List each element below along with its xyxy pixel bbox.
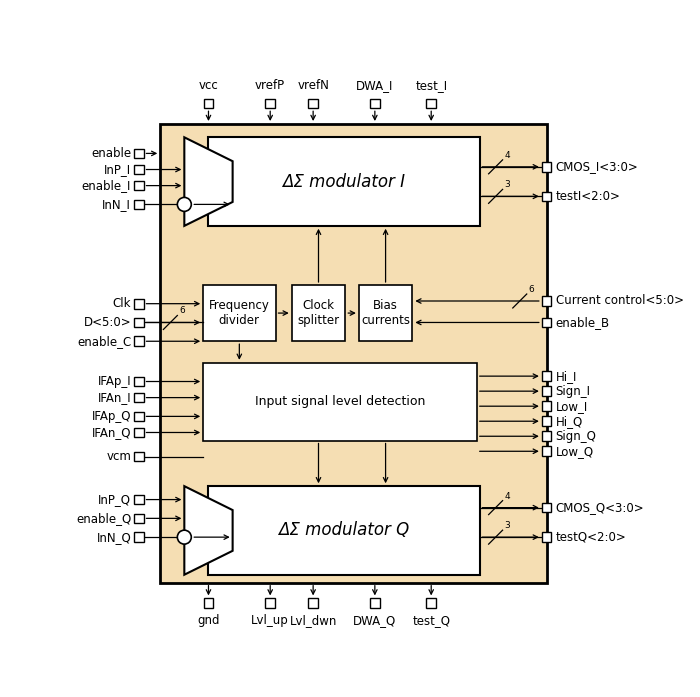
Text: IFAn_Q: IFAn_Q <box>92 426 131 439</box>
Text: DWA_Q: DWA_Q <box>354 615 396 627</box>
Text: Frequency
divider: Frequency divider <box>209 299 270 327</box>
Text: Low_Q: Low_Q <box>556 445 594 458</box>
Text: Lvl_dwn: Lvl_dwn <box>289 615 337 627</box>
Text: enable_C: enable_C <box>77 335 131 348</box>
Bar <box>542 431 552 441</box>
Bar <box>542 372 552 381</box>
Text: Input signal level detection: Input signal level detection <box>255 395 425 408</box>
Text: IFAp_Q: IFAp_Q <box>92 410 131 423</box>
Text: gnd: gnd <box>197 615 220 627</box>
Bar <box>134 181 143 190</box>
Bar <box>134 514 143 523</box>
Bar <box>134 411 143 421</box>
Bar <box>204 99 214 108</box>
Bar <box>426 598 436 608</box>
Bar <box>370 99 379 108</box>
Circle shape <box>177 530 191 544</box>
Text: enable_B: enable_B <box>556 316 610 329</box>
Bar <box>209 487 480 575</box>
Polygon shape <box>184 137 232 226</box>
Bar <box>134 318 143 328</box>
Circle shape <box>177 197 191 211</box>
Bar <box>542 162 552 171</box>
Text: CMOS_I<3:0>: CMOS_I<3:0> <box>556 160 638 174</box>
Text: vcm: vcm <box>106 450 131 463</box>
Bar <box>542 447 552 456</box>
Text: D<5:0>: D<5:0> <box>83 316 131 329</box>
Text: Hi_I: Hi_I <box>556 369 577 383</box>
Polygon shape <box>184 487 232 575</box>
Bar <box>134 148 143 158</box>
Bar <box>134 452 143 461</box>
Bar <box>542 296 552 306</box>
Text: enable_I: enable_I <box>82 179 131 192</box>
Bar <box>359 285 412 342</box>
Text: ΔΣ modulator Q: ΔΣ modulator Q <box>278 521 410 539</box>
Text: 3: 3 <box>504 181 510 190</box>
Text: Bias
currents: Bias currents <box>361 299 410 327</box>
Bar <box>160 124 547 583</box>
Text: ΔΣ modulator I: ΔΣ modulator I <box>282 173 405 190</box>
Text: Hi_Q: Hi_Q <box>556 415 583 428</box>
Bar <box>209 137 480 226</box>
Text: vrefP: vrefP <box>255 79 286 92</box>
Bar <box>204 598 214 608</box>
Bar <box>542 318 552 328</box>
Bar <box>134 495 143 505</box>
Bar <box>308 99 318 108</box>
Bar <box>292 285 345 342</box>
Bar <box>542 503 552 512</box>
Bar <box>134 376 143 386</box>
Text: testQ<2:0>: testQ<2:0> <box>556 530 626 544</box>
Bar <box>203 285 276 342</box>
Bar <box>370 598 379 608</box>
Bar <box>134 533 143 542</box>
Bar <box>203 362 477 441</box>
Bar <box>542 386 552 396</box>
Bar <box>542 533 552 542</box>
Text: CMOS_Q<3:0>: CMOS_Q<3:0> <box>556 501 644 514</box>
Text: 6: 6 <box>528 285 534 294</box>
Text: Clock
splitter: Clock splitter <box>298 299 340 327</box>
Text: testI<2:0>: testI<2:0> <box>556 190 621 203</box>
Text: InP_Q: InP_Q <box>98 493 131 506</box>
Bar <box>134 393 143 402</box>
Text: IFAp_I: IFAp_I <box>97 375 131 388</box>
Text: vrefN: vrefN <box>298 79 329 92</box>
Text: test_I: test_I <box>415 79 447 92</box>
Text: InN_I: InN_I <box>102 198 131 211</box>
Bar <box>542 192 552 201</box>
Bar <box>426 99 436 108</box>
Text: vcc: vcc <box>199 79 218 92</box>
Text: InN_Q: InN_Q <box>97 530 131 544</box>
Bar <box>265 598 275 608</box>
Text: enable: enable <box>91 147 131 160</box>
Text: DWA_I: DWA_I <box>356 79 393 92</box>
Text: 4: 4 <box>504 491 510 500</box>
Text: 4: 4 <box>504 151 510 160</box>
Text: Current control<5:0>: Current control<5:0> <box>556 295 684 307</box>
Text: InP_I: InP_I <box>104 163 131 176</box>
Text: Lvl_up: Lvl_up <box>251 615 289 627</box>
Text: Low_I: Low_I <box>556 399 588 413</box>
Bar <box>542 401 552 411</box>
Text: 6: 6 <box>179 307 185 316</box>
Text: Sign_Q: Sign_Q <box>556 430 596 443</box>
Bar <box>134 199 143 209</box>
Text: enable_Q: enable_Q <box>76 512 131 525</box>
Text: IFAn_I: IFAn_I <box>97 391 131 404</box>
Text: test_Q: test_Q <box>412 615 450 627</box>
Bar <box>134 164 143 174</box>
Bar <box>134 337 143 346</box>
Bar <box>308 598 318 608</box>
Bar <box>265 99 275 108</box>
Text: Sign_I: Sign_I <box>556 385 591 398</box>
Text: 3: 3 <box>504 521 510 530</box>
Bar <box>134 428 143 437</box>
Text: Clk: Clk <box>113 297 131 310</box>
Bar <box>134 299 143 309</box>
Bar <box>542 416 552 426</box>
